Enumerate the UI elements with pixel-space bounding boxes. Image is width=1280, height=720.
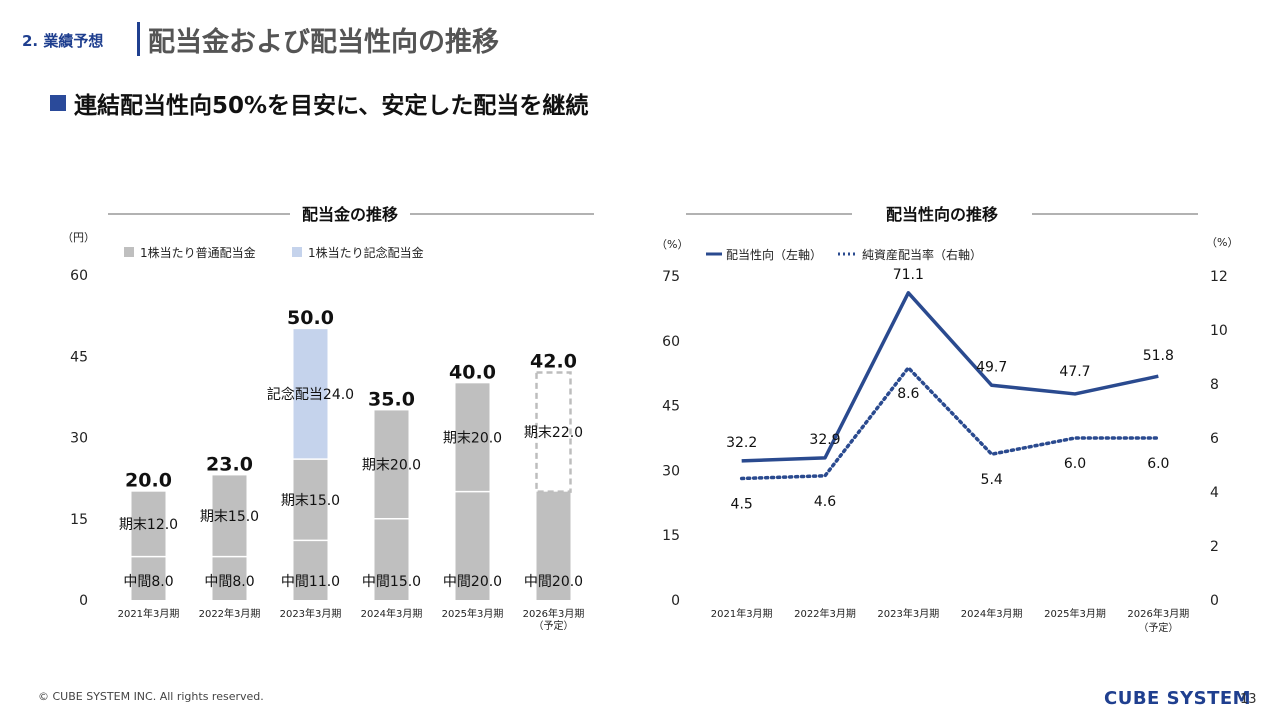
doe-data-label: 4.5 — [731, 497, 753, 513]
bar-segment-ordinary — [455, 491, 490, 600]
payout-ratio-data-label: 32.2 — [726, 435, 757, 451]
bar-total-label: 20.0 — [125, 470, 172, 492]
legend-doe-label: 純資産配当率（右軸） — [862, 247, 982, 262]
bar-segment-forecast — [535, 371, 572, 493]
bar-x-tick-label: 2024年3月期 — [361, 607, 423, 620]
bar-y-tick-label: 0 — [79, 593, 88, 609]
bar-x-tick-note: （予定） — [534, 619, 574, 632]
right-y-tick-label: 12 — [1210, 269, 1228, 285]
bar-segment-ordinary — [374, 410, 409, 519]
line-x-tick-label: 2022年3月期 — [794, 607, 856, 620]
legend-ratio-label: 配当性向（左軸） — [726, 247, 822, 262]
bar-segment-label: 中間20.0 — [524, 574, 583, 590]
doe-data-label: 5.4 — [981, 472, 1003, 488]
payout-ratio-data-label: 47.7 — [1059, 364, 1090, 380]
legend-commemorative-label: 1株当たり記念配当金 — [308, 245, 424, 260]
bar-total-label: 40.0 — [449, 361, 496, 383]
bar-segment-ordinary — [212, 475, 247, 557]
right-y-tick-label: 10 — [1210, 323, 1228, 339]
bar-x-tick-label: 2026年3月期 — [523, 607, 585, 620]
right-unit-label: （%） — [1206, 236, 1238, 249]
copyright: © CUBE SYSTEM INC. All rights reserved. — [38, 690, 264, 703]
bar-segment-ordinary — [374, 518, 409, 600]
left-y-tick-label: 60 — [662, 334, 680, 350]
line-chart-title: 配当性向の推移 — [886, 205, 998, 224]
bar-segment-commemorative — [293, 329, 328, 460]
payout-ratio-data-label: 32.9 — [809, 432, 840, 448]
right-y-tick-label: 2 — [1210, 539, 1219, 555]
series-line-payout-ratio — [741, 291, 1159, 463]
left-y-tick-label: 30 — [662, 463, 680, 479]
bar-segment-label: 記念配当24.0 — [267, 386, 354, 403]
legend-ordinary-label: 1株当たり普通配当金 — [140, 245, 256, 260]
right-y-tick-label: 8 — [1210, 377, 1219, 393]
payout-ratio-data-label: 49.7 — [976, 359, 1007, 375]
payout-ratio-data-label: 71.1 — [893, 267, 924, 283]
page-number: 13 — [1240, 692, 1257, 707]
series-line-doe — [739, 365, 1161, 481]
bar-segment-label: 期末20.0 — [362, 458, 421, 474]
doe-data-label: 6.0 — [1064, 456, 1086, 472]
bar-y-tick-label: 60 — [70, 268, 88, 284]
bar-segment-label: 期末22.0 — [524, 425, 583, 441]
bar-total-label: 35.0 — [368, 388, 415, 410]
bar-segment-label: 中間8.0 — [204, 574, 254, 590]
company-logo: CUBE SYSTEM — [1104, 688, 1252, 709]
bar-total-label: 50.0 — [287, 307, 334, 329]
bar-segment-ordinary — [536, 491, 571, 600]
right-y-tick-label: 4 — [1210, 485, 1219, 501]
bar-segment-ordinary — [131, 556, 166, 600]
left-y-tick-label: 45 — [662, 399, 680, 415]
right-y-tick-label: 0 — [1210, 593, 1219, 609]
bar-segment-label: 中間15.0 — [362, 574, 421, 590]
line-x-tick-label: 2025年3月期 — [1044, 607, 1106, 620]
bar-total-label: 23.0 — [206, 453, 253, 475]
line-x-tick-label: 2021年3月期 — [711, 607, 773, 620]
bar-x-tick-label: 2022年3月期 — [199, 607, 261, 620]
bar-y-tick-label: 30 — [70, 431, 88, 447]
bar-y-tick-label: 15 — [70, 512, 88, 528]
subtitle-text: 連結配当性向50%を目安に、安定した配当を継続 — [74, 93, 589, 119]
bar-segment-label: 期末12.0 — [119, 517, 178, 533]
bar-chart-title: 配当金の推移 — [302, 205, 398, 224]
bar-segment-label: 期末20.0 — [443, 431, 502, 447]
bar-y-tick-label: 45 — [70, 349, 88, 365]
line-x-tick-label: 2024年3月期 — [961, 607, 1023, 620]
bar-segment-label: 期末15.0 — [281, 493, 340, 509]
bar-segment-label: 期末15.0 — [200, 509, 259, 525]
bar-x-tick-label: 2021年3月期 — [118, 607, 180, 620]
right-y-tick-label: 6 — [1210, 431, 1219, 447]
square-bullet-icon — [50, 95, 66, 111]
left-y-tick-label: 0 — [671, 593, 680, 609]
bar-segment-label: 中間11.0 — [281, 574, 340, 590]
bar-segment-ordinary — [293, 459, 328, 541]
legend-ordinary-swatch — [124, 247, 134, 257]
bar-x-tick-label: 2025年3月期 — [442, 607, 504, 620]
left-y-tick-label: 75 — [662, 269, 680, 285]
bar-total-label: 42.0 — [530, 351, 577, 373]
title-divider — [137, 22, 140, 56]
doe-data-label: 8.6 — [897, 386, 919, 402]
section-label: 2. 業績予想 — [22, 32, 104, 50]
line-x-tick-note: （予定） — [1138, 621, 1178, 634]
line-x-tick-label: 2026年3月期 — [1127, 607, 1189, 620]
bar-segment-ordinary — [131, 491, 166, 557]
bar-segment-label: 中間20.0 — [443, 574, 502, 590]
subtitle: 連結配当性向50%を目安に、安定した配当を継続 — [50, 86, 588, 120]
doe-data-label: 4.6 — [814, 494, 836, 510]
bar-unit-label: （円） — [62, 231, 95, 244]
page-title: 配当金および配当性向の推移 — [148, 27, 499, 58]
bar-segment-ordinary — [293, 540, 328, 600]
bar-segment-label: 中間8.0 — [123, 574, 173, 590]
legend-commemorative-swatch — [292, 247, 302, 257]
bar-x-tick-label: 2023年3月期 — [280, 607, 342, 620]
payout-ratio-data-label: 51.8 — [1143, 348, 1174, 364]
doe-data-label: 6.0 — [1147, 456, 1169, 472]
line-x-tick-label: 2023年3月期 — [877, 607, 939, 620]
left-unit-label: （%） — [656, 238, 688, 251]
left-y-tick-label: 15 — [662, 528, 680, 544]
bar-segment-ordinary — [455, 383, 490, 492]
bar-segment-ordinary — [212, 556, 247, 600]
